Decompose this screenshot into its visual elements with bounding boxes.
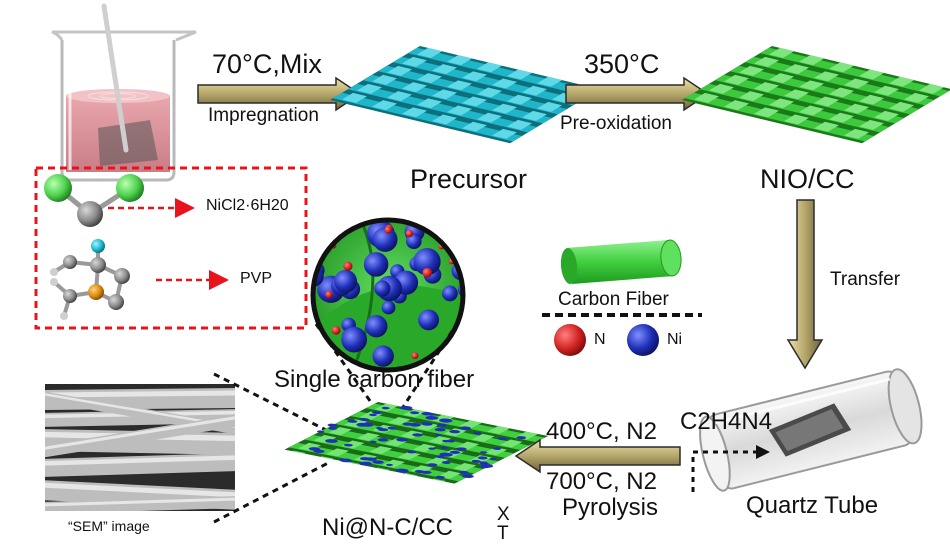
n-atom-icon [554, 324, 586, 356]
nio-cc-label: NIO/CC [760, 164, 855, 194]
final-product-sup: X [497, 504, 510, 525]
reagent-nicl2-label: NiCl2·6H20 [206, 197, 289, 214]
quartz-tube-label: Quartz Tube [746, 492, 879, 519]
sem-image [45, 384, 235, 511]
final-product-cloth-icon [284, 402, 548, 484]
quartz-tube-icon [699, 368, 923, 492]
impregnation-label: Impregnation [208, 105, 319, 126]
transfer-label: Transfer [830, 269, 901, 290]
pvp-molecule-icon [50, 239, 229, 320]
arrow-preoxidation [565, 76, 710, 112]
sem-label: “SEM” image [68, 518, 150, 534]
arrow-pyrolysis [514, 438, 681, 474]
beaker-icon [51, 3, 197, 182]
ni-atom-icon [627, 324, 659, 356]
legend-ni-label: Ni [667, 331, 683, 348]
nio-cloth-icon [682, 46, 950, 144]
pyrolysis-condition-upper: 400°C, N2 [546, 418, 657, 445]
preoxidation-condition: 350°C [584, 49, 660, 79]
pyrolysis-condition-lower: 700°C, N2 [546, 468, 657, 495]
gas-label: C2H4N4 [680, 408, 773, 435]
single-fiber-zoom [310, 217, 466, 373]
legend-n-label: N [594, 331, 606, 348]
precursor-label: Precursor [410, 164, 528, 194]
reagent-pvp-label: PVP [240, 270, 273, 287]
carbon-fiber-rod-icon [560, 239, 682, 284]
legend-carbon-fiber-label: Carbon Fiber [558, 289, 669, 310]
preoxidation-label: Pre-oxidation [560, 113, 672, 134]
reagent-box [34, 166, 308, 330]
final-product-sub: T [497, 523, 509, 544]
arrow-transfer [786, 199, 824, 370]
pyrolysis-label: Pyrolysis [562, 494, 659, 521]
legend [542, 239, 702, 356]
impregnation-condition: 70°C,Mix [212, 49, 322, 79]
zoom-label: Single carbon fiber [274, 366, 475, 393]
final-product-label: Ni@N-C/CC [322, 514, 454, 541]
nicl2-molecule-icon [44, 174, 195, 227]
precursor-cloth-icon [330, 46, 600, 144]
